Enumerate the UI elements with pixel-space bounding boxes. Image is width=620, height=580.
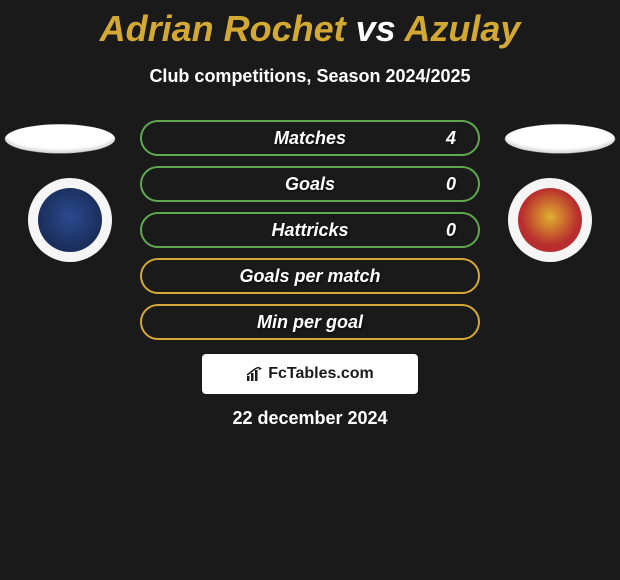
subtitle: Club competitions, Season 2024/2025: [0, 66, 620, 87]
club-badge-left: [28, 178, 112, 262]
player-left-name: Adrian Rochet: [100, 8, 346, 49]
stat-row-goals: Goals 0: [140, 166, 480, 202]
stat-value-right: 0: [446, 220, 456, 241]
player-left-disc: [2, 124, 119, 153]
player-right-name: Azulay: [404, 8, 520, 49]
stat-row-matches: Matches 4: [140, 120, 480, 156]
club-badge-right: [508, 178, 592, 262]
stat-row-hattricks: Hattricks 0: [140, 212, 480, 248]
date-text: 22 december 2024: [0, 408, 620, 429]
chart-icon: [246, 367, 264, 381]
player-right-disc: [502, 124, 619, 153]
stat-label: Goals: [285, 174, 335, 195]
brand-box[interactable]: FcTables.com: [202, 354, 418, 394]
stats-rows: Matches 4 Goals 0 Hattricks 0 Goals per …: [140, 120, 480, 350]
page-title: Adrian Rochet vs Azulay: [0, 0, 620, 50]
brand-text: FcTables.com: [268, 365, 374, 383]
stat-label: Hattricks: [271, 220, 348, 241]
stat-label: Goals per match: [239, 266, 380, 287]
vs-text: vs: [356, 8, 396, 49]
stat-label: Matches: [274, 128, 346, 149]
stat-row-goals-per-match: Goals per match: [140, 258, 480, 294]
stat-label: Min per goal: [257, 312, 363, 333]
club-badge-right-inner: [518, 188, 582, 252]
stat-value-right: 4: [446, 128, 456, 149]
club-badge-left-inner: [38, 188, 102, 252]
stat-value-right: 0: [446, 174, 456, 195]
stat-row-min-per-goal: Min per goal: [140, 304, 480, 340]
